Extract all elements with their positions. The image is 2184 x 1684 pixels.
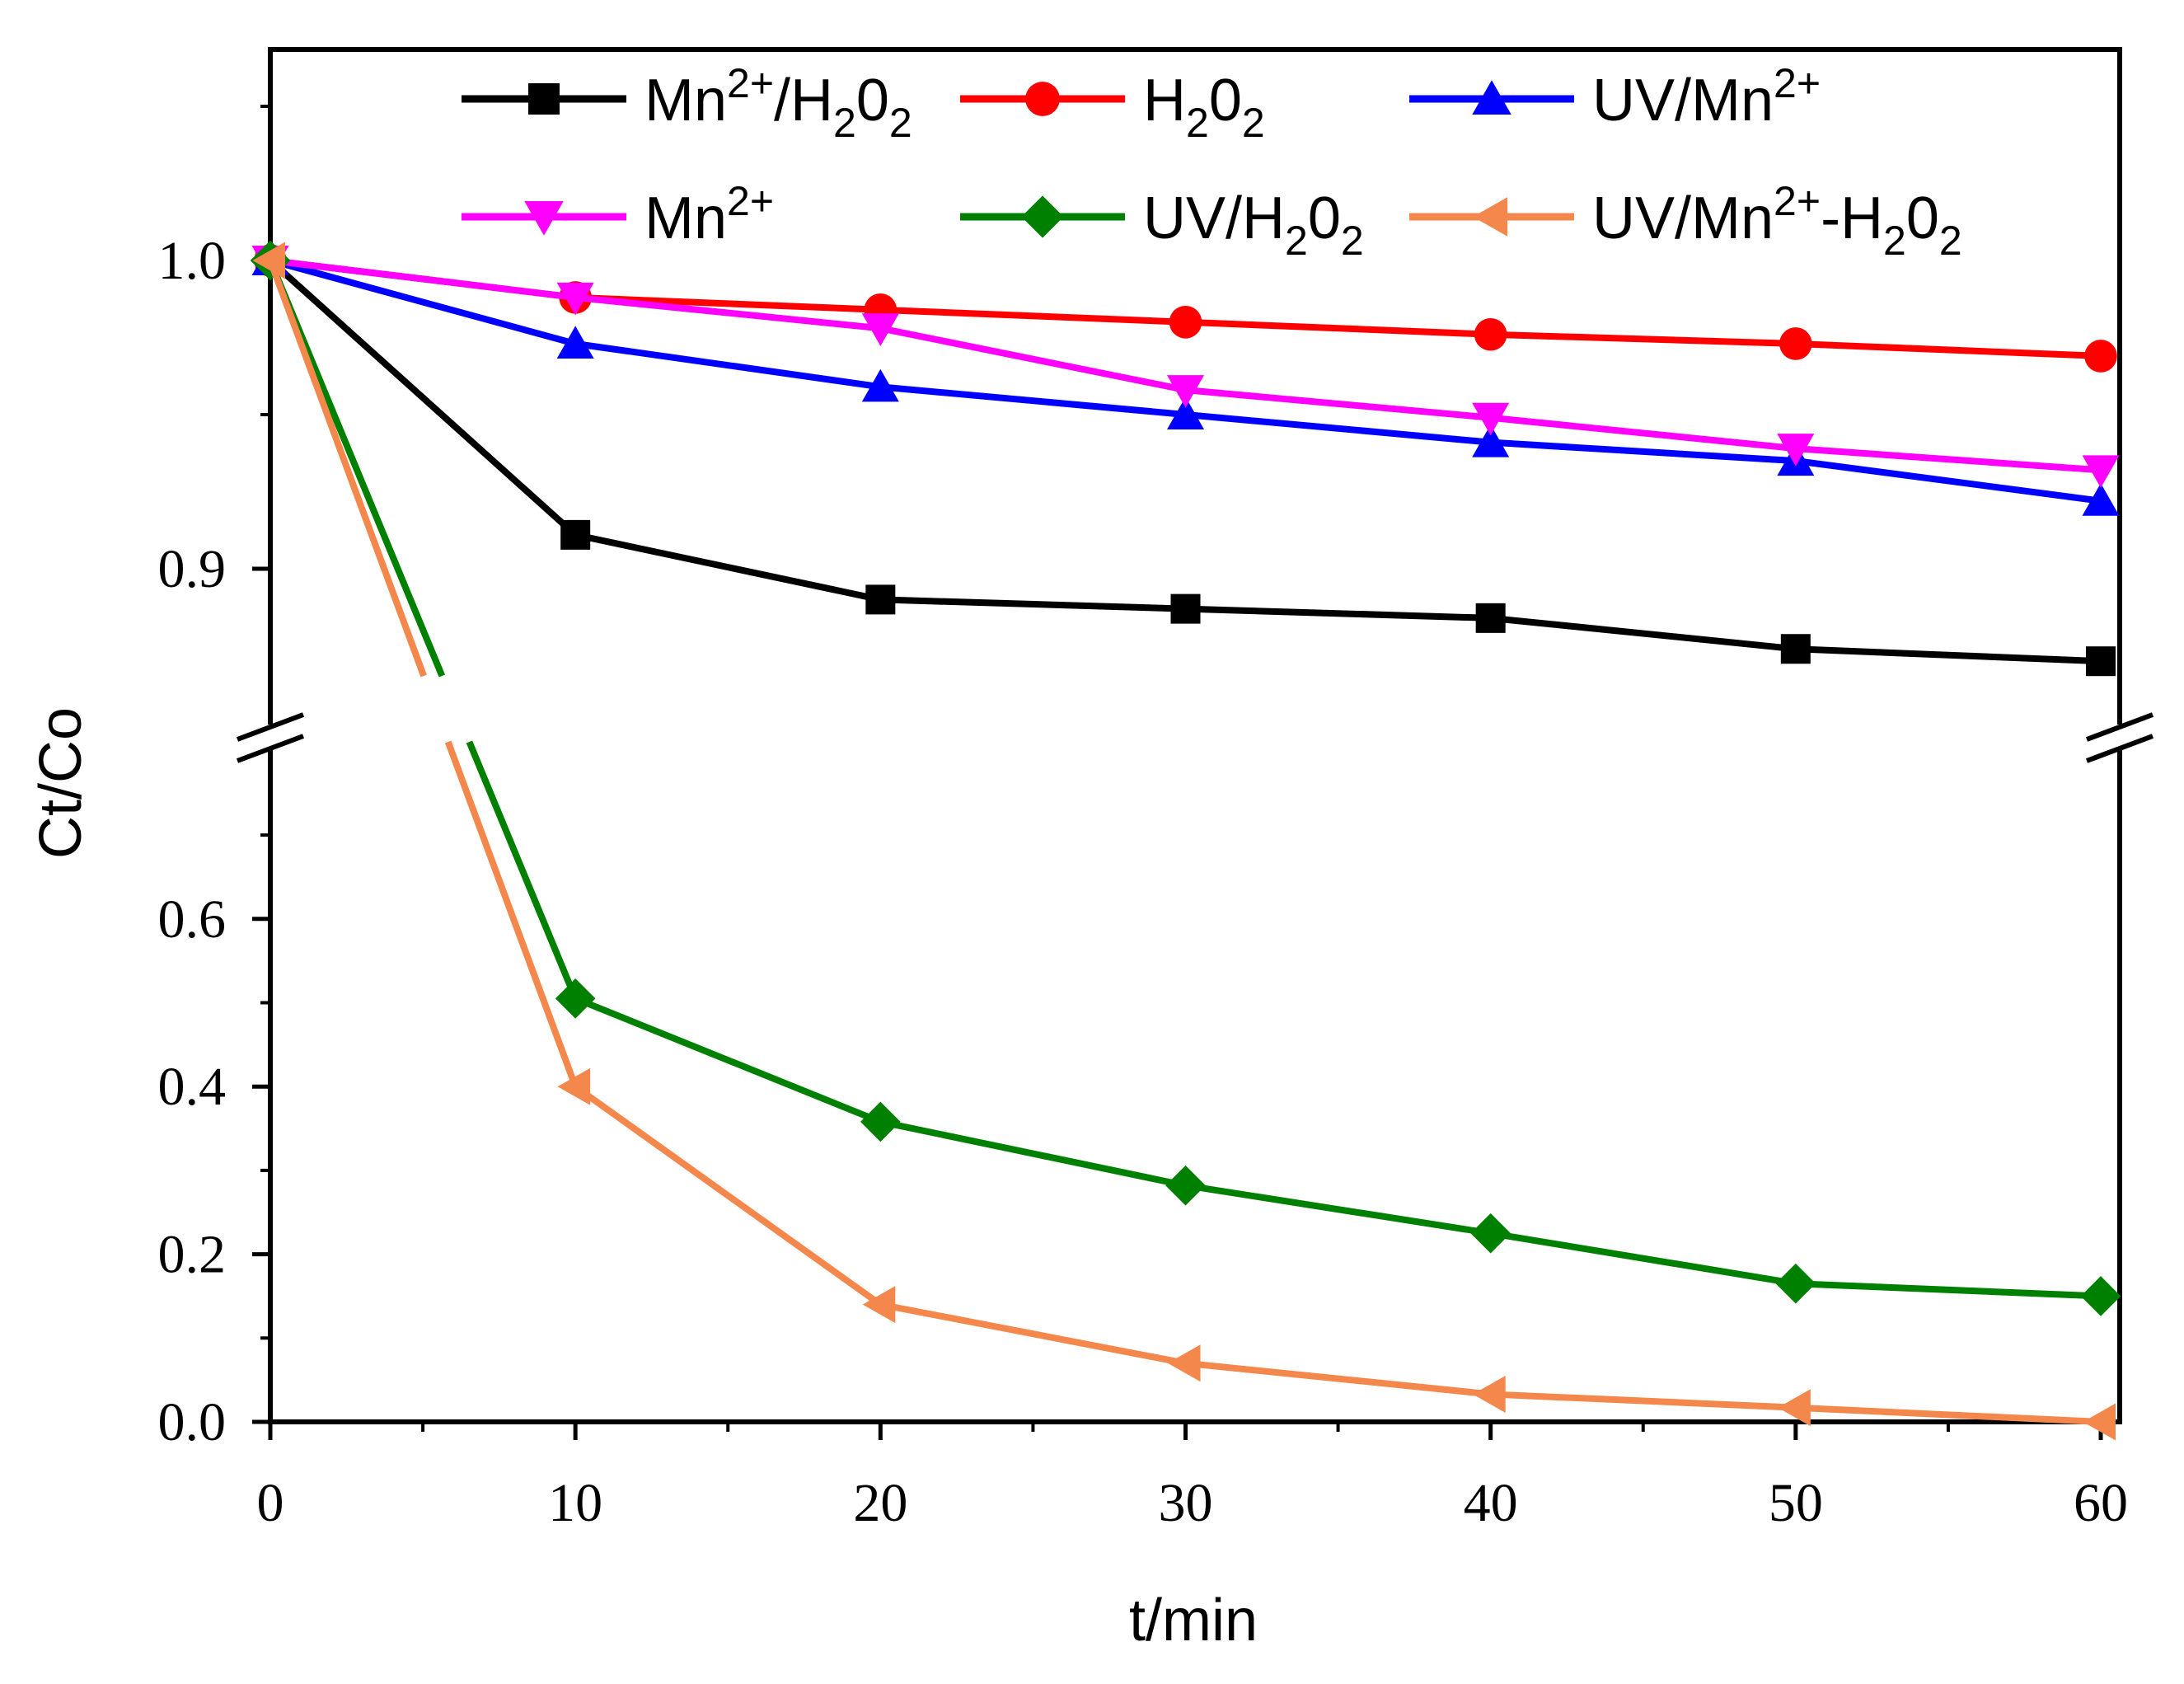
y-axis-title: Ct/Co [28, 707, 94, 859]
legend-label: Mn2+ [644, 178, 774, 251]
x-tick-label: 60 [2074, 1473, 2128, 1533]
axis-break-mark [2085, 712, 2154, 742]
data-point [1473, 197, 1507, 237]
data-point [1475, 603, 1506, 633]
x-tick-label: 0 [257, 1473, 284, 1533]
legend-label: H202 [1143, 68, 1265, 146]
data-point [555, 978, 596, 1019]
series-mn2- [251, 246, 2120, 488]
data-point [556, 282, 594, 316]
data-point [528, 83, 560, 115]
data-point [861, 313, 899, 346]
data-point [1170, 593, 1201, 624]
data-point [2083, 1403, 2116, 1441]
data-point [1780, 634, 1811, 664]
data-point [2084, 340, 2117, 373]
y-tick-label: 0.0 [158, 1392, 227, 1452]
data-point [1473, 1375, 1506, 1413]
data-point [1167, 396, 1204, 429]
series-line [269, 257, 2102, 474]
data-point [1775, 1263, 1816, 1304]
tick-labels: 0 10 20 30 40 50 60 0.0 0.2 0.4 0.6 0.9 1.0 [158, 231, 2129, 1533]
axis-break-mark [2085, 734, 2154, 763]
y-tick-label: 1.0 [158, 231, 227, 291]
data-point [1021, 195, 1064, 238]
axis-break [236, 712, 2154, 763]
axis-ticks [252, 105, 2103, 1440]
x-tick-label: 40 [1464, 1473, 1518, 1533]
data-point [556, 326, 594, 359]
legend-label: Mn2+/H202 [644, 60, 912, 146]
legend-item: Mn2+/H202 [462, 60, 912, 146]
data-point [252, 242, 285, 279]
data-point [2082, 483, 2120, 516]
data-point [1474, 317, 1507, 351]
x-tick-label: 10 [548, 1473, 602, 1533]
x-axis-title: t/min [1129, 1588, 1258, 1654]
data-point [862, 1286, 896, 1324]
axis-break-mark [236, 734, 305, 763]
data-point [2080, 1276, 2121, 1316]
x-tick-label: 50 [1769, 1473, 1823, 1533]
data-point [1165, 1165, 1206, 1206]
data-point [1472, 402, 1510, 436]
data-point [560, 519, 591, 550]
data-point [861, 368, 899, 402]
data-point [1472, 425, 1510, 457]
axis-break-mark [236, 712, 305, 742]
data-point [1779, 327, 1812, 360]
series-h2o2 [254, 244, 2117, 373]
y-tick-label: 0.9 [158, 539, 227, 599]
series-layer [250, 240, 2121, 1441]
legend-item: H202 [960, 68, 1265, 146]
plot-frame [268, 47, 2122, 1424]
y-tick-label: 0.4 [158, 1057, 227, 1117]
data-point [865, 584, 896, 615]
series-uv-mn2-h2o2 [252, 242, 2116, 1441]
data-point [2082, 455, 2120, 488]
legend-item: UV/Mn2+ [1409, 60, 1821, 134]
series-line [267, 259, 2102, 1425]
x-tick-label: 20 [853, 1473, 907, 1533]
data-point [1025, 82, 1060, 116]
data-point [860, 1101, 901, 1142]
y-tick-label: 0.2 [158, 1225, 227, 1285]
x-tick-label: 30 [1159, 1473, 1213, 1533]
legend-item: UV/Mn2+-H202 [1409, 178, 1962, 264]
data-point [1472, 80, 1511, 115]
data-point [1169, 306, 1202, 339]
data-point [2086, 646, 2116, 677]
legend-item: Mn2+ [462, 178, 774, 251]
data-point [1167, 375, 1204, 408]
legend-label: UV/Mn2+ [1592, 60, 1821, 134]
legend-label: UV/H202 [1143, 185, 1364, 264]
data-point [524, 201, 564, 236]
data-point [1167, 1344, 1201, 1382]
data-point [1470, 1213, 1511, 1254]
legend: Mn2+/H202 H202 UV/Mn2+ Mn2+ UV/H202 UV/Mn2+-H… [462, 60, 1962, 264]
data-point [557, 1067, 591, 1105]
data-point [1777, 434, 1815, 467]
data-point [1778, 1389, 1811, 1427]
legend-label: UV/Mn2+-H202 [1592, 178, 1962, 264]
y-tick-label: 0.6 [158, 889, 227, 950]
legend-item: UV/H202 [960, 185, 1364, 264]
